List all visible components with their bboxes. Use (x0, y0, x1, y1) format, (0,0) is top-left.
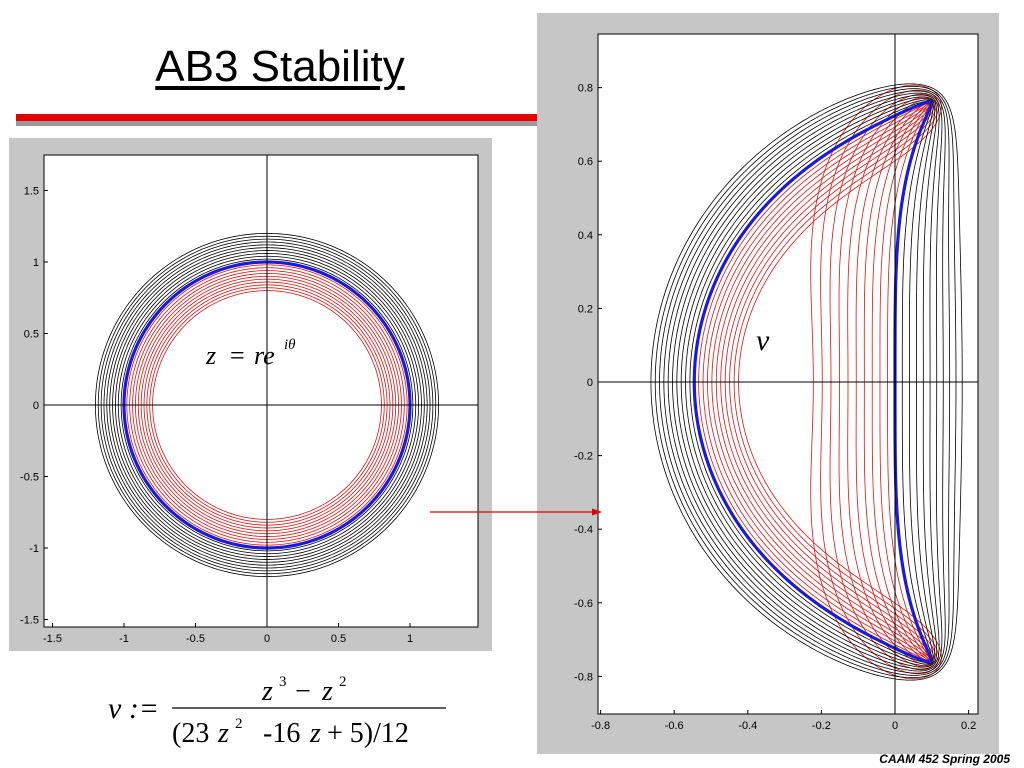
formula-den-part1: (23 (172, 718, 209, 749)
nu-plane-ytick-label: -0.8 (574, 671, 593, 683)
z-plane-xtick-label: 1 (407, 633, 413, 645)
z-plane-xtick-label: 0.5 (331, 633, 346, 645)
exponent-label: iθ (284, 337, 296, 353)
formula-num-exp3: 3 (279, 674, 287, 690)
nu-plane-xtick-label: 0 (892, 720, 898, 732)
nu-plane-xtick-label: 0.2 (961, 720, 976, 732)
z-plane-ytick-label: -0.5 (20, 472, 39, 484)
footer-course-label: CAAM 452 Spring 2005 (879, 752, 1010, 766)
arrow-head-icon (592, 508, 602, 516)
formula-den-part2: -16 (263, 718, 300, 749)
formula-den-part3: + 5)/12 (327, 718, 409, 749)
nu-plane-ytick-label: -0.2 (574, 451, 593, 463)
z-plane-ytick-label: 0 (33, 400, 39, 412)
formula-den-z-linear: z (309, 718, 321, 749)
z-plane-xtick-label: 0 (264, 633, 270, 645)
z-plane-ytick-label: -1.5 (20, 615, 39, 627)
z-plane-ytick-label: -1 (29, 543, 39, 555)
nu-plane-xtick-label: -0.2 (812, 720, 831, 732)
slide-title: AB3 Stability (155, 42, 405, 91)
nu-plane-ytick-label: 0.6 (578, 156, 593, 168)
formula-num-minus: − (295, 676, 311, 707)
nu-plane-ytick-label: 0.8 (578, 83, 593, 95)
formula-lhs: ν := (108, 692, 159, 725)
nu-plane-ytick-label: -0.6 (574, 598, 593, 610)
formula-den-exp: 2 (235, 716, 243, 732)
title-rule (16, 114, 546, 126)
z-plane-ytick-label: 1 (33, 257, 39, 269)
z-plane-ytick-label: 0.5 (24, 329, 39, 341)
formula-num-z3: z (261, 676, 273, 707)
nu-plane-xtick-label: -0.8 (591, 720, 610, 732)
nu-plane-ticks: -0.8 -0.6 -0.4 -0.2 0 0.2 0.8 0.6 0.4 0.2 0 -0.2 -0.… (574, 83, 976, 732)
nu-plane-ytick-label: 0.2 (578, 303, 593, 315)
nu-formula: ν := z 3 − z 2 (23 z 2 -16 z + 5)/12 (108, 674, 446, 749)
nu-plane-xtick-label: -0.4 (738, 720, 757, 732)
z-plane-xtick-label: -1 (119, 633, 129, 645)
z-plane-ticks: -1.5 -1 -0.5 0 0.5 1 1.5 1 0.5 0 -0.5 -1 -1.5 (20, 186, 413, 646)
nu-plane-ytick-label: 0 (587, 377, 593, 389)
z-label: z (205, 341, 216, 370)
equals-sign: = (230, 341, 245, 370)
nu-plane-xtick-label: -0.6 (665, 720, 684, 732)
nu-plane-ytick-label: 0.4 (578, 230, 593, 242)
z-plane-xtick-label: -0.5 (186, 633, 205, 645)
z-plane-ytick-label: 1.5 (24, 186, 39, 198)
formula-num-z2: z (321, 676, 333, 707)
nu-label: ν (756, 324, 770, 357)
r-e-label: re (254, 341, 275, 370)
z-plane-xtick-label: -1.5 (43, 633, 62, 645)
formula-num-exp2: 2 (339, 674, 347, 690)
nu-plane-ytick-label: -0.4 (574, 524, 593, 536)
formula-den-z: z (217, 718, 229, 749)
